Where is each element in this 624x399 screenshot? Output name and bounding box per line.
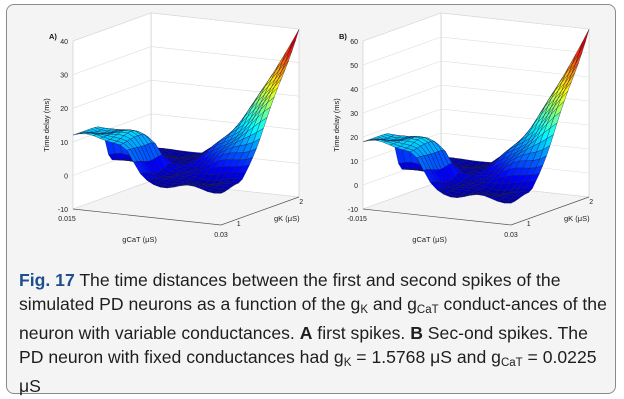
- caption-sub-k-2: K: [343, 356, 352, 369]
- floor-axis: [72, 196, 300, 226]
- z-axis-label: Time delay (ms): [42, 98, 51, 152]
- z-tick-label: 0: [354, 183, 358, 190]
- x-axis-label: gCaT (μS): [412, 235, 447, 244]
- figure-label: Fig. 17: [19, 270, 75, 290]
- z-tick-label: 20: [60, 106, 68, 113]
- figure-caption: Fig. 17 The time distances between the f…: [19, 269, 609, 399]
- caption-bold-b: B: [410, 323, 423, 344]
- caption-text-2: and g: [368, 293, 417, 314]
- y-tick-label: 2: [299, 199, 303, 206]
- floor-axis: [362, 196, 590, 226]
- x-axis-label: gCaT (μS): [122, 235, 157, 244]
- grid-line: [362, 60, 590, 90]
- z-tick-label: 30: [60, 73, 68, 80]
- caption-text-5: Sec-ond spikes. The PD neuron with fixed…: [19, 323, 588, 367]
- grid-line: [362, 84, 590, 114]
- caption-sub-cat: CaT: [416, 303, 439, 316]
- grid-line: [72, 79, 300, 109]
- surface-plot-a: 40 30 20 10 0 -10 0.015 0.03 2 1 gCaT (μS) gK (μS) T…: [42, 12, 303, 244]
- z-tick-label: 10: [350, 159, 358, 166]
- z-tick-label: 60: [350, 39, 358, 46]
- caption-text-3: conduct-ances of the neuron with variabl…: [19, 293, 607, 344]
- z-axis-label: Time delay (ms): [332, 98, 341, 152]
- y-tick-label: 1: [527, 221, 531, 228]
- figure-panels: 40 30 20 10 0 -10 0.015 0.03 2 1 gCaT (μS) gK (μS) T…: [7, 5, 615, 267]
- z-tick-label: 40: [60, 39, 68, 46]
- x-tick-label: -0.015: [347, 216, 367, 223]
- z-tick-label: -10: [348, 207, 358, 214]
- panel-label: B): [339, 32, 347, 41]
- panel-label: A): [49, 32, 57, 41]
- surface-mesh: [362, 29, 590, 204]
- z-tick-label: 50: [350, 63, 358, 70]
- z-tick-label: 10: [60, 140, 68, 147]
- caption-text-4: first spikes.: [312, 323, 411, 344]
- grid-line: [362, 36, 590, 66]
- x-tick-label: 0.03: [214, 232, 228, 239]
- y-tick-label: 2: [589, 199, 593, 206]
- z-tick-label: 0: [64, 173, 68, 180]
- caption-text-6: = 1.5768 μS and g: [351, 346, 501, 367]
- caption-sub-k: K: [360, 303, 368, 316]
- grid-line: [362, 12, 590, 42]
- caption-text-7: = 0.0225 μS: [19, 346, 597, 397]
- side-wall: [72, 12, 152, 210]
- y-axis-label: gK (μS): [564, 214, 590, 223]
- y-tick-label: 1: [237, 221, 241, 228]
- z-tick-label: 30: [350, 111, 358, 118]
- grid-line: [72, 12, 300, 42]
- x-tick-label: 0.015: [58, 216, 76, 223]
- panel-a: 40 30 20 10 0 -10 0.015 0.03 2 1 gCaT (μS) gK (μS) T…: [27, 5, 327, 267]
- surface-mesh: [72, 29, 300, 194]
- grid-line: [72, 46, 300, 75]
- panel-b: 60 50 40 30 20 10 0 -10 -0.015 0.03 2 1 gCaT (μS) gK …: [317, 5, 617, 267]
- caption-sub-cat-2: CaT: [500, 356, 523, 369]
- z-tick-label: 20: [350, 135, 358, 142]
- y-axis-label: gK (μS): [274, 214, 300, 223]
- caption-text-1: The time distances between the first and…: [19, 270, 561, 314]
- surface-plot-b: 60 50 40 30 20 10 0 -10 -0.015 0.03 2 1 gCaT (μS) gK …: [332, 12, 593, 244]
- figure: 40 30 20 10 0 -10 0.015 0.03 2 1 gCaT (μS) gK (μS) T…: [6, 4, 616, 396]
- caption-bold-a: A: [299, 323, 313, 344]
- x-tick-label: 0.03: [504, 232, 518, 239]
- z-tick-label: -10: [58, 207, 68, 214]
- z-tick-label: 40: [350, 87, 358, 94]
